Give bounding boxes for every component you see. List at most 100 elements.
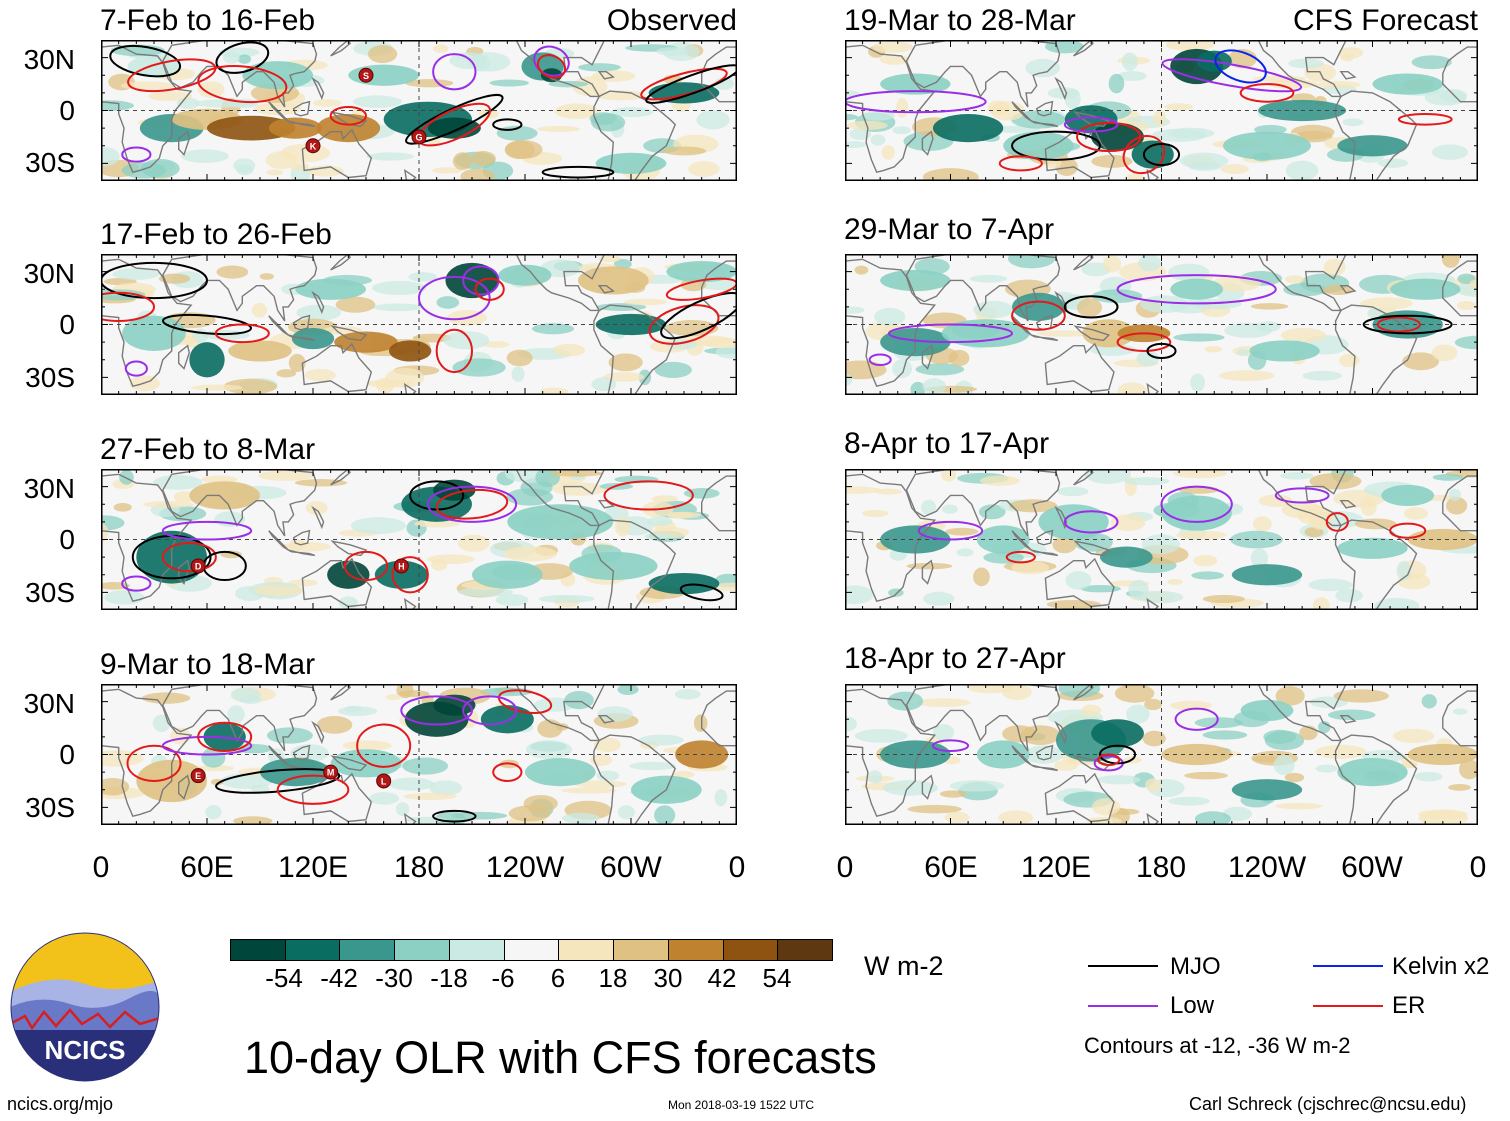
olr-anomaly [153,475,203,490]
olr-anomaly [342,740,392,751]
olr-anomaly [1327,709,1376,721]
olr-anomaly [591,70,636,82]
mjo-contour [215,41,270,74]
olr-anomaly [451,811,508,820]
olr-anomaly [1184,771,1229,780]
olr-anomaly [1333,689,1389,703]
olr-anomaly [470,151,496,167]
lat-30s-label: 30S [25,362,75,393]
coastline [1339,715,1357,724]
coastline [921,774,934,800]
panel-title: 9-Mar to 18-Mar [100,648,316,681]
olr-anomaly [101,147,120,167]
er-contour [343,550,389,582]
olr-anomaly [253,102,301,116]
olr-anomaly [189,481,260,510]
mjo-contour [405,93,504,145]
lat-30s-label: 30S [25,147,75,178]
olr-anomaly [696,110,730,130]
coastline [593,90,677,181]
olr-anomaly [932,114,1004,143]
coastline [593,734,677,825]
olr-anomaly [693,714,708,733]
olr-anomaly [662,146,707,156]
olr-anomaly [956,548,974,557]
colorbar-swatch [503,939,560,961]
er-contour [1005,550,1036,564]
er-contour [1397,113,1453,126]
olr-anomaly [1342,118,1364,127]
olr-anomaly [458,587,514,597]
olr-anomaly [1273,755,1295,776]
olr-anomaly [603,372,645,382]
olr-anomaly [1193,555,1218,567]
coastline [515,469,606,527]
olr-anomaly [945,527,979,536]
olr-anomaly [702,338,737,349]
lon-label: 60W [1341,851,1403,884]
olr-anomaly [1138,591,1184,604]
olr-anomaly [1411,55,1452,70]
low-contour [533,45,570,77]
olr-anomaly [879,54,910,65]
olr-anomaly [1136,350,1160,367]
olr-anomaly [549,470,604,477]
olr-anomaly [216,265,249,279]
olr-anomaly [239,695,262,704]
olr-anomaly [537,125,580,133]
olr-anomaly [1110,514,1146,532]
olr-anomaly [1280,327,1327,343]
olr-anomaly [1127,173,1144,181]
er-contour [276,774,350,805]
olr-anomaly [941,469,957,482]
colorbar-swatch [394,939,450,961]
olr-anomaly [1164,103,1194,111]
olr-anomaly [610,107,654,118]
olr-anomaly [1161,495,1232,531]
mjo-contour [1011,130,1101,161]
coastline [268,315,289,336]
coastline [101,473,193,603]
coastline [1073,40,1094,57]
er-contour [214,323,270,344]
olr-anomaly [350,517,406,535]
olr-anomaly [1176,530,1227,540]
olr-anomaly [896,98,909,118]
olr-anomaly [1258,494,1293,507]
coastline [287,549,316,557]
lon-label: 120E [1020,851,1092,884]
olr-anomaly [861,509,889,518]
olr-map [101,254,737,395]
olr-anomaly [429,780,463,796]
olr-anomaly [1084,469,1132,484]
olr-anomaly [861,110,895,121]
coastline [330,254,351,271]
olr-anomaly [845,373,853,386]
figure-title: 10-day OLR with CFS forecasts [244,1032,877,1083]
coastline [1011,315,1032,336]
storm-marker [358,67,374,83]
olr-anomaly [1250,548,1269,569]
olr-anomaly [976,525,1030,554]
legend-note: Contours at -12, -36 W m-2 [1084,1033,1351,1058]
coastline [311,720,325,745]
olr-anomaly [1252,516,1272,532]
olr-anomaly [525,758,596,787]
coastline [1035,529,1054,546]
olr-anomaly [1452,708,1468,715]
coastline [162,684,318,752]
coastline [1442,260,1478,317]
olr-anomaly [578,266,649,295]
lat-0-label: 0 [59,739,75,770]
olr-anomaly [1219,370,1275,382]
coastline [1334,734,1418,825]
olr-anomaly [1173,469,1227,479]
coastline [1031,334,1059,342]
olr-anomaly [304,368,336,382]
coastline [101,688,193,818]
low-contour [868,353,892,367]
footer-url[interactable]: ncics.org/mjo [7,1094,114,1114]
olr-anomaly [1086,816,1122,825]
olr-anomaly [569,551,658,581]
olr-anomaly [254,584,304,597]
